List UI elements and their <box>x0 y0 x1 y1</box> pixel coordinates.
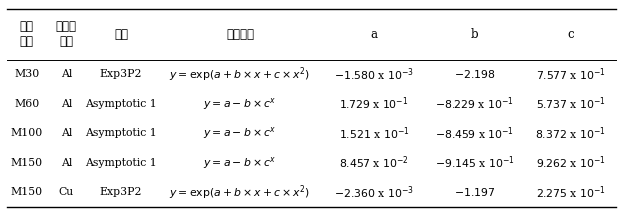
Text: $y=\exp(a+b\times x+c\times x^2)$: $y=\exp(a+b\times x+c\times x^2)$ <box>169 65 311 84</box>
Text: $1.729$ x $10^{-1}$: $1.729$ x $10^{-1}$ <box>339 96 409 112</box>
Text: 방사
선장: 방사 선장 <box>20 20 33 48</box>
Text: Al: Al <box>61 99 72 109</box>
Text: b: b <box>471 28 479 41</box>
Text: M150: M150 <box>11 158 43 168</box>
Text: a: a <box>371 28 378 41</box>
Text: $9.262$ x $10^{-1}$: $9.262$ x $10^{-1}$ <box>536 155 606 171</box>
Text: $-8.229$ x $10^{-1}$: $-8.229$ x $10^{-1}$ <box>435 96 514 112</box>
Text: $8.372$ x $10^{-1}$: $8.372$ x $10^{-1}$ <box>535 125 606 142</box>
Text: Asymptotic 1: Asymptotic 1 <box>86 128 157 138</box>
Text: Exp3P2: Exp3P2 <box>100 69 143 80</box>
Text: $y=a-b\times c^x$: $y=a-b\times c^x$ <box>203 155 277 171</box>
Text: M30: M30 <box>14 69 39 80</box>
Text: $7.577$ x $10^{-1}$: $7.577$ x $10^{-1}$ <box>536 66 605 83</box>
Text: c: c <box>567 28 574 41</box>
Text: Al: Al <box>61 158 72 168</box>
Text: $2.275$ x $10^{-1}$: $2.275$ x $10^{-1}$ <box>536 184 606 201</box>
Text: Al: Al <box>61 69 72 80</box>
Text: $-2.360$ x $10^{-3}$: $-2.360$ x $10^{-3}$ <box>334 184 414 201</box>
Text: M60: M60 <box>14 99 39 109</box>
Text: $1.521$ x $10^{-1}$: $1.521$ x $10^{-1}$ <box>339 125 409 142</box>
Text: Asymptotic 1: Asymptotic 1 <box>86 158 157 168</box>
Text: $-2.198$: $-2.198$ <box>454 68 495 80</box>
Text: $-1.197$: $-1.197$ <box>454 186 495 198</box>
Text: $-9.145$ x $10^{-1}$: $-9.145$ x $10^{-1}$ <box>435 155 515 171</box>
Text: $5.737$ x $10^{-1}$: $5.737$ x $10^{-1}$ <box>536 96 605 112</box>
Text: Al: Al <box>61 128 72 138</box>
Text: $y=\exp(a+b\times x+c\times x^2)$: $y=\exp(a+b\times x+c\times x^2)$ <box>169 183 311 202</box>
Text: $-1.580$ x $10^{-3}$: $-1.580$ x $10^{-3}$ <box>334 66 414 83</box>
Text: 모델: 모델 <box>114 28 128 41</box>
Text: $y=a-b\times c^x$: $y=a-b\times c^x$ <box>203 96 277 112</box>
Text: Asymptotic 1: Asymptotic 1 <box>86 99 157 109</box>
Text: 반가층
물질: 반가층 물질 <box>56 20 77 48</box>
Text: $8.457$ x $10^{-2}$: $8.457$ x $10^{-2}$ <box>339 155 409 171</box>
Text: Cu: Cu <box>59 187 74 197</box>
Text: Exp3P2: Exp3P2 <box>100 187 143 197</box>
Text: $-8.459$ x $10^{-1}$: $-8.459$ x $10^{-1}$ <box>435 125 514 142</box>
Text: 내삽함수: 내삽함수 <box>226 28 254 41</box>
Text: M100: M100 <box>11 128 43 138</box>
Text: $y=a-b\times c^x$: $y=a-b\times c^x$ <box>203 125 277 141</box>
Text: M150: M150 <box>11 187 43 197</box>
